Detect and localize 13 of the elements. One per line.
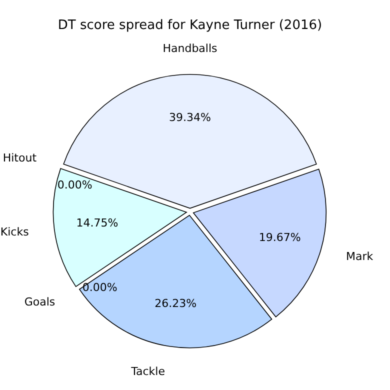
slice-label: Tackle: [130, 365, 166, 378]
data-label: 14.75%: [76, 216, 118, 230]
text: 0.00%: [57, 178, 92, 192]
text: 0.00%: [82, 280, 118, 294]
category-label: Goals: [24, 295, 56, 308]
slice-label: Handballs: [162, 42, 218, 56]
data-label: 26.23%: [154, 297, 197, 310]
data-label: 39.34%: [169, 111, 211, 124]
data-label: 19.67%: [258, 230, 301, 244]
category-label: Hitout: [2, 151, 37, 164]
slice-label: Kicks: [0, 226, 30, 239]
chart-title: DT score spread for Kayne Turner (2016): [58, 18, 322, 34]
slice-label: Mark: [346, 250, 374, 264]
